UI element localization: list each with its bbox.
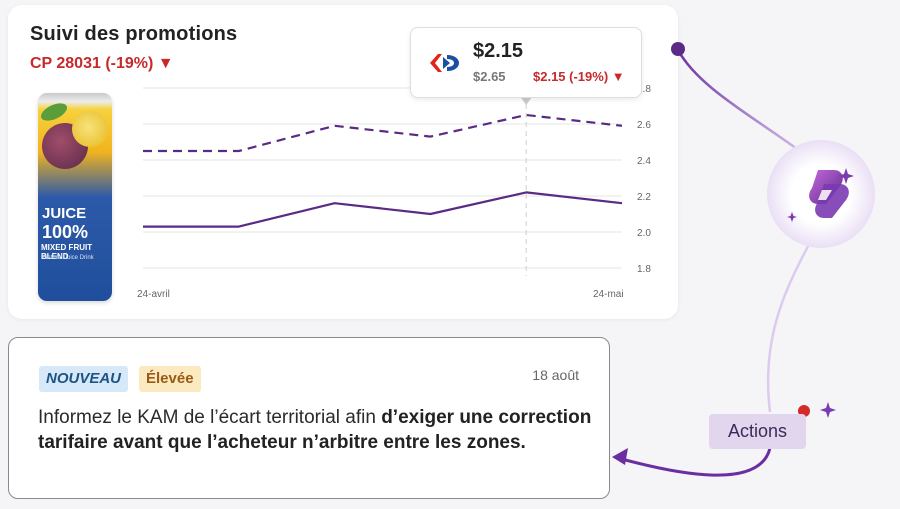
can-label-percent: 100% [42, 222, 89, 242]
x-tick-label-end: 24-mai [593, 289, 624, 300]
series-line-regular-price [143, 113, 623, 153]
assistant-halo [767, 140, 875, 248]
sparkle-small-icon [787, 212, 797, 222]
sparkle-actions-icon [820, 402, 836, 418]
recommendation-message: Informez le KAM de l’écart territorial a… [38, 405, 594, 455]
series-line-promo-price [143, 191, 623, 228]
y-tick-label: 2.8 [637, 84, 651, 95]
new-badge: NOUVEAU [39, 366, 129, 392]
product-can-image: JUICE 100% MIXED FRUIT BLEND Natural Jui… [38, 93, 112, 301]
price-tooltip: $2.15 $2.65 $2.15 (-19%) ▼ [410, 27, 642, 98]
sparkle-icon [838, 168, 854, 184]
can-label-juice: JUICE [42, 205, 87, 222]
tooltip-pointer-icon [521, 98, 532, 105]
arrow-head-icon [612, 448, 628, 465]
priority-badge: Élevée [139, 366, 201, 392]
promotion-code-label: CP 28031 (-19%) ▼ [30, 55, 174, 72]
y-tick-label: 2.6 [637, 120, 651, 131]
mango-graphic [72, 111, 108, 147]
y-tick-label: 2.0 [637, 228, 651, 239]
notification-date: 18 août [532, 367, 579, 383]
price-line-chart: 1.8 2.0 2.2 2.4 2.6 2.8 24-avril 24-mai [137, 84, 651, 300]
carrefour-logo-icon [430, 54, 459, 72]
y-tick-label: 1.8 [637, 264, 651, 275]
connector-line-bottom [766, 219, 824, 413]
tooltip-new-price: $2.15 (-19%) ▼ [533, 69, 625, 84]
connector-line-top [676, 49, 813, 161]
can-label-drink: Natural Juice Drink [43, 255, 94, 261]
message-plain-text: Informez le KAM de l’écart territorial a… [38, 407, 382, 428]
x-tick-label-start: 24-avril [137, 289, 170, 300]
message-bold-text: d’exiger une correction tarifaire avant … [38, 407, 592, 453]
tooltip-price: $2.15 [473, 40, 524, 62]
ai-assistant-logo-icon[interactable] [809, 170, 849, 218]
can-label-blend: MIXED FRUIT BLEND [41, 243, 93, 261]
connector-arrow-to-card [617, 447, 772, 477]
y-tick-label: 2.4 [637, 156, 651, 167]
card-title: Suivi des promotions [30, 23, 238, 45]
y-tick-label: 2.2 [637, 192, 651, 203]
tooltip-old-price: $2.65 [473, 69, 506, 84]
actions-button[interactable]: Actions [709, 414, 806, 449]
recommendation-card[interactable]: NOUVEAU Élevée 18 août Informez le KAM d… [8, 337, 610, 499]
